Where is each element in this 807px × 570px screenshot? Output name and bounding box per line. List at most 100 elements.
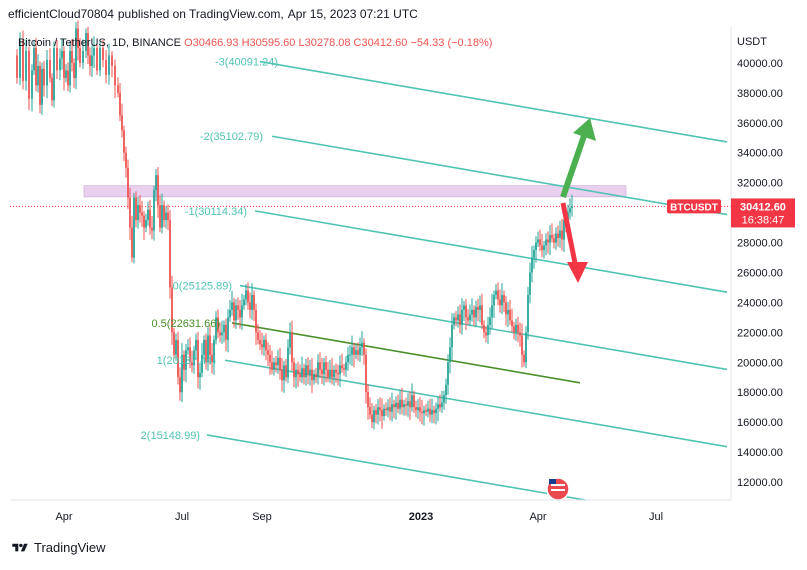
candle-body bbox=[489, 317, 491, 325]
candle-body bbox=[329, 369, 331, 378]
candle-body bbox=[301, 368, 303, 378]
candle-body bbox=[547, 239, 549, 243]
candle-body bbox=[87, 32, 89, 56]
flag-stripe bbox=[551, 484, 565, 486]
candle-body bbox=[137, 205, 139, 221]
publisher-name[interactable]: efficientCloud70804 bbox=[8, 7, 114, 21]
candle-body bbox=[427, 408, 429, 412]
resistance-zone[interactable] bbox=[83, 185, 627, 198]
candle-body bbox=[257, 332, 259, 340]
symbol-tag[interactable] bbox=[667, 199, 721, 214]
candle-body bbox=[71, 50, 73, 63]
y-tick-label: 12000.00 bbox=[737, 477, 783, 489]
pitchfork-line[interactable] bbox=[206, 434, 586, 501]
candle-body bbox=[541, 245, 543, 251]
candle-body bbox=[531, 257, 533, 273]
candle-body bbox=[255, 309, 257, 333]
candle-body bbox=[189, 347, 191, 363]
candle-body bbox=[39, 65, 41, 105]
candle-body bbox=[287, 347, 289, 378]
candle-body bbox=[317, 362, 319, 378]
candle-body bbox=[405, 404, 407, 406]
candle-body bbox=[557, 233, 559, 239]
candle-body bbox=[247, 290, 249, 303]
tradingview-icon bbox=[12, 543, 28, 551]
tradingview-brand: TradingView bbox=[34, 540, 106, 555]
candle-body bbox=[467, 317, 469, 321]
candle-body bbox=[261, 344, 263, 348]
candle-body bbox=[61, 50, 63, 59]
pitchfork-line[interactable] bbox=[254, 210, 728, 293]
candle-body bbox=[125, 152, 127, 168]
candle-body bbox=[221, 332, 223, 336]
candle-body bbox=[213, 339, 215, 363]
candle-body bbox=[461, 309, 463, 325]
candle-body bbox=[401, 399, 403, 408]
candle-body bbox=[277, 357, 279, 366]
candle-body bbox=[493, 294, 495, 306]
candle-body bbox=[345, 362, 347, 370]
candle-body bbox=[481, 305, 483, 325]
candle-body bbox=[485, 332, 487, 336]
candle-body bbox=[217, 317, 219, 333]
legend-value: Bitcoin / TetherUS, 1D, BINANCE bbox=[18, 37, 184, 49]
candle-body bbox=[471, 309, 473, 315]
candle-body bbox=[569, 208, 571, 213]
candle-body bbox=[501, 294, 503, 306]
candle-body bbox=[153, 190, 155, 231]
pitchfork-line[interactable] bbox=[271, 135, 728, 216]
bullish-arrow[interactable] bbox=[560, 129, 589, 198]
candle-body bbox=[195, 339, 197, 351]
candle-body bbox=[357, 350, 359, 355]
candle-body bbox=[449, 347, 451, 363]
x-tick-label: Jul bbox=[649, 511, 663, 523]
candle-body bbox=[163, 205, 165, 221]
publish-date: Apr 15, 2023 07:21 UTC bbox=[287, 7, 418, 21]
bearish-arrow[interactable] bbox=[560, 202, 579, 269]
candle-body bbox=[199, 372, 201, 378]
candle-body bbox=[431, 410, 433, 415]
candle-body bbox=[119, 92, 121, 116]
candle-body bbox=[333, 369, 335, 378]
candle-body bbox=[417, 407, 419, 411]
candle-body bbox=[537, 239, 539, 243]
y-tick-label: 16000.00 bbox=[737, 417, 783, 429]
candle-body bbox=[399, 399, 401, 409]
candle-body bbox=[319, 362, 321, 370]
candle-body bbox=[325, 362, 327, 370]
y-tick-label: 36000.00 bbox=[737, 118, 783, 130]
candle-body bbox=[231, 302, 233, 310]
candle-body bbox=[51, 77, 53, 101]
candle-body bbox=[69, 50, 71, 86]
candle-body bbox=[169, 220, 171, 288]
candle-body bbox=[283, 365, 285, 381]
pitchfork-line[interactable] bbox=[224, 359, 728, 448]
candle-body bbox=[523, 354, 525, 363]
tradingview-logo[interactable]: TradingView bbox=[10, 540, 106, 555]
candle-body bbox=[183, 354, 185, 370]
candle-body bbox=[553, 238, 555, 243]
candle-body bbox=[285, 365, 287, 378]
candle-body bbox=[497, 290, 499, 300]
candle-body bbox=[157, 175, 159, 206]
candle-body bbox=[373, 410, 375, 423]
candle-body bbox=[559, 230, 561, 239]
candle-body bbox=[517, 324, 519, 333]
candle-body bbox=[515, 324, 517, 333]
candle-body bbox=[16, 55, 18, 78]
flag-stripe bbox=[551, 489, 565, 491]
candle-body bbox=[363, 342, 365, 355]
pitchfork-line[interactable] bbox=[259, 60, 728, 143]
candle-body bbox=[89, 55, 91, 66]
candle-body bbox=[435, 408, 437, 414]
candle-body bbox=[243, 299, 245, 306]
candle-body bbox=[173, 332, 175, 355]
candle-body bbox=[425, 410, 427, 412]
y-tick-label: 40000.00 bbox=[737, 58, 783, 70]
candle-body bbox=[465, 305, 467, 318]
flag-canton bbox=[549, 479, 556, 484]
symbol-tag-label: BTCUSDT bbox=[670, 202, 718, 213]
candle-body bbox=[145, 220, 147, 228]
